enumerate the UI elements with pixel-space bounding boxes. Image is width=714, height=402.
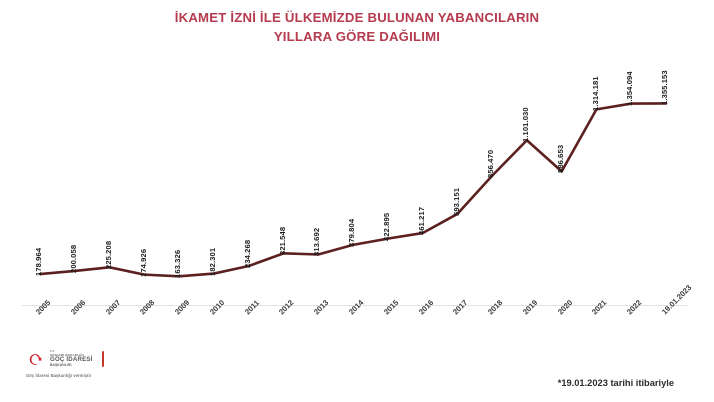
data-label: 856.470 xyxy=(486,149,496,178)
crescent-star-icon xyxy=(29,353,43,365)
data-label: 1.355.153 xyxy=(660,70,670,106)
logo-row: T.C. İÇİŞLERİ BAKANLIĞI GÖÇ İDARESİ BAŞK… xyxy=(26,348,176,370)
x-axis-labels: 2005 2006 2007 2008 2009 2010 2011 2012 2013 2014… xyxy=(22,283,693,352)
data-label: 200.058 xyxy=(68,244,78,273)
data-label: 174.926 xyxy=(138,248,148,277)
data-label: 234.268 xyxy=(242,239,252,268)
data-label: 321.548 xyxy=(277,227,287,256)
series-line xyxy=(38,102,668,278)
logo-text: T.C. İÇİŞLERİ BAKANLIĞI GÖÇ İDARESİ BAŞK… xyxy=(50,349,93,367)
data-label: 182.301 xyxy=(208,247,218,276)
data-label: 593.151 xyxy=(451,187,461,216)
data-label: 313.692 xyxy=(312,228,322,257)
title-line-1: İKAMET İZNİ İLE ÜLKEMİZDE BULUNAN YABANC… xyxy=(174,10,540,25)
data-label: 379.804 xyxy=(347,218,357,247)
title-line-2: YILLARA GÖRE DAĞILIMI xyxy=(273,29,441,44)
data-label: 422.895 xyxy=(381,212,391,241)
logo-accent-bar xyxy=(101,351,104,367)
footnote: *19.01.2023 tarihi itibariyle xyxy=(557,378,674,388)
logo-sub: BAŞKANLIĞI xyxy=(50,362,72,367)
x-axis-line xyxy=(22,305,688,306)
page-title: İKAMET İZNİ İLE ÜLKEMİZDE BULUNAN YABANC… xyxy=(0,8,714,46)
logo-tagline: Göç İdaresi Başkanlığı vermiştir xyxy=(26,373,92,378)
data-label: 886.653 xyxy=(555,145,565,174)
data-label: 1.314.181 xyxy=(590,76,600,112)
plot-area: 178.964 200.058 225.208 174.926 163.326 182.3… xyxy=(22,58,688,306)
logo-tc: T.C. xyxy=(50,349,56,353)
data-label: 1.354.094 xyxy=(625,70,635,106)
logo-main: GÖÇ İDARESİ xyxy=(50,356,93,364)
organization-logo: T.C. İÇİŞLERİ BAKANLIĞI GÖÇ İDARESİ BAŞK… xyxy=(26,348,176,388)
data-label: 1.101.030 xyxy=(521,107,531,143)
data-label: 461.217 xyxy=(416,206,426,236)
logo-ministry: İÇİŞLERİ BAKANLIĞI xyxy=(50,352,84,357)
data-label: 178.964 xyxy=(34,247,44,277)
data-label: 163.326 xyxy=(173,250,183,279)
data-label: 225.208 xyxy=(103,241,113,270)
line-chart: 178.964 200.058 225.208 174.926 163.326 182.3… xyxy=(22,58,688,306)
